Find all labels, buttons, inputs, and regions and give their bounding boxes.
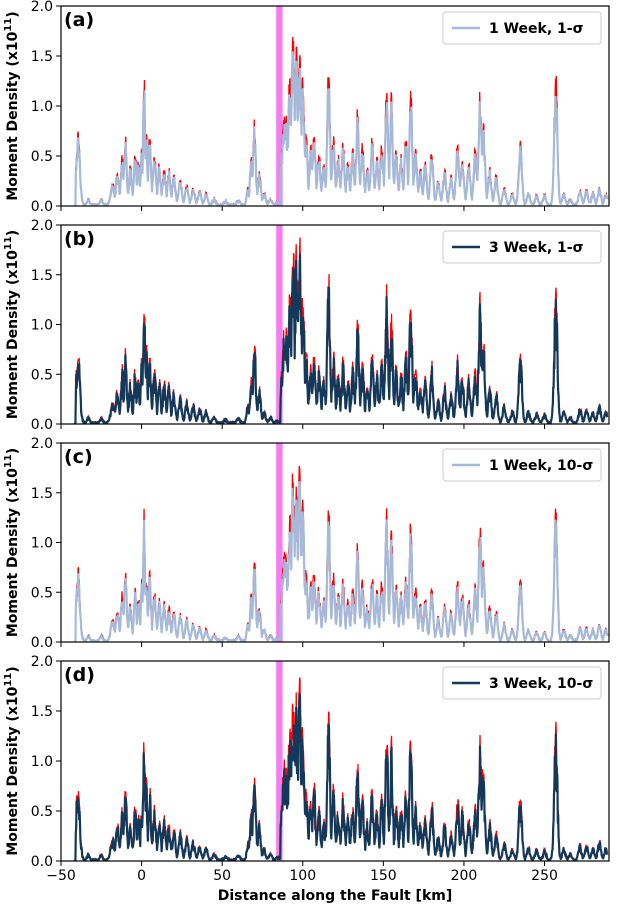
legend-box (442, 11, 602, 45)
y-tick-label: 0.5 (31, 367, 53, 383)
x-tick-label: 100 (289, 868, 316, 884)
highlight-band (276, 6, 283, 206)
y-tick-label: 1.0 (31, 536, 53, 552)
panel-label: (c) (64, 446, 93, 468)
y-tick-label: 1.5 (31, 486, 53, 502)
panel-a: 0.0 0.5 1.0 1.5 2.0 Moment Density (x1011) (a)… (3, 0, 610, 215)
x-tick-label: 200 (451, 868, 478, 884)
legend-label: 1 Week, 1-σ (489, 21, 584, 37)
series-line (73, 693, 609, 861)
highlight-band (276, 661, 283, 861)
panel-b: 0.0 0.5 1.0 1.5 2.0 Moment Density (x1011) (b)… (3, 218, 610, 433)
y-tick-label: 0.5 (31, 585, 53, 601)
legend-box (442, 230, 602, 264)
panel-c: 0.0 0.5 1.0 1.5 2.0 Moment Density (x1011) (c)… (3, 436, 610, 651)
series-line (73, 480, 609, 642)
x-tick-label: −50 (46, 868, 76, 884)
y-axis-label: Moment Density (x1011) (3, 448, 21, 637)
legend-box (442, 448, 602, 482)
y-tick-label: 2.0 (31, 654, 53, 670)
y-tick-label: 0.0 (31, 417, 53, 433)
y-tick-label: 1.5 (31, 49, 53, 65)
y-tick-label: 1.0 (31, 99, 53, 115)
y-tick-label: 0.0 (31, 635, 53, 651)
x-tick-label: 150 (370, 868, 397, 884)
y-tick-label: 0.0 (31, 199, 53, 215)
legend-box (442, 666, 602, 700)
y-tick-label: 0.0 (31, 854, 53, 870)
y-tick-label: 2.0 (31, 218, 53, 234)
y-tick-label: 0.5 (31, 804, 53, 820)
y-tick-label: 0.5 (31, 149, 53, 165)
y-tick-label: 2.0 (31, 436, 53, 452)
legend: 1 Week, 10-σ (442, 448, 602, 482)
x-tick-label: 0 (137, 868, 146, 884)
panel-label: (b) (64, 228, 95, 250)
x-tick-label: 250 (531, 868, 558, 884)
legend-label: 3 Week, 1-σ (489, 240, 584, 256)
y-axis-label: Moment Density (x1011) (3, 230, 21, 419)
y-tick-label: 1.0 (31, 318, 53, 334)
x-tick-label: 50 (213, 868, 231, 884)
legend-label: 3 Week, 10-σ (489, 676, 593, 692)
y-tick-label: 1.5 (31, 704, 53, 720)
series-line (73, 253, 609, 424)
panel-label: (d) (64, 664, 95, 686)
highlight-band (276, 225, 283, 424)
legend: 1 Week, 1-σ (442, 11, 602, 45)
x-axis-label: Distance along the Fault [km] (218, 888, 453, 904)
y-tick-label: 2.0 (31, 0, 53, 15)
legend: 3 Week, 10-σ (442, 666, 602, 700)
panel-d: 0.0 0.5 1.0 1.5 2.0 −50 0 50 100 150 200 250 Moment … (3, 654, 610, 884)
series-line (73, 51, 609, 206)
y-axis-label: Moment Density (x1011) (3, 11, 21, 200)
highlight-band (276, 443, 283, 642)
y-axis-label: Moment Density (x1011) (3, 666, 21, 855)
y-tick-label: 1.0 (31, 754, 53, 770)
panel-label: (a) (64, 9, 94, 31)
y-tick-label: 1.5 (31, 268, 53, 284)
legend-label: 1 Week, 10-σ (489, 458, 593, 474)
legend: 3 Week, 1-σ (442, 230, 602, 264)
